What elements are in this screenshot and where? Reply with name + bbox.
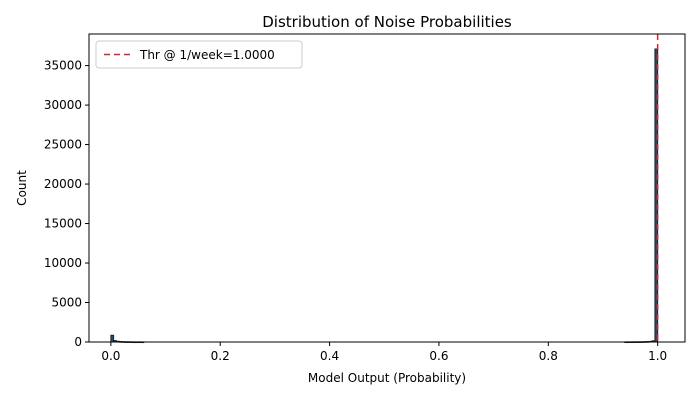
- y-tick-label: 20000: [44, 177, 82, 191]
- x-tick-label: 0.6: [429, 349, 448, 363]
- y-tick-label: 35000: [44, 59, 82, 73]
- y-tick-label: 10000: [44, 256, 82, 270]
- y-tick-label: 30000: [44, 98, 82, 112]
- legend-threshold-label: Thr @ 1/week=1.0000: [139, 48, 275, 62]
- y-tick-label: 0: [74, 335, 82, 349]
- x-tick-label: 1.0: [648, 349, 667, 363]
- plot-frame: [88, 33, 686, 343]
- axes-group: 0.0 0.2 0.4 0.6 0.8 1.0 0 5000 10000 15000 20000 25…: [44, 33, 686, 363]
- y-tick-label: 25000: [44, 138, 82, 152]
- y-tick-label: 5000: [51, 296, 82, 310]
- legend-box: [95, 40, 303, 69]
- y-axis-label: Count: [15, 170, 29, 206]
- x-tick-label: 0.0: [101, 349, 120, 363]
- x-tick-label: 0.4: [320, 349, 339, 363]
- y-tick-label: 15000: [44, 217, 82, 231]
- bars-group: [110, 48, 659, 344]
- x-tick-label: 0.2: [211, 349, 230, 363]
- chart-title: Distribution of Noise Probabilities: [262, 13, 512, 31]
- legend: Thr @ 1/week=1.0000: [95, 40, 303, 69]
- x-axis-label: Model Output (Probability): [308, 371, 466, 385]
- x-tick-label: 0.8: [539, 349, 558, 363]
